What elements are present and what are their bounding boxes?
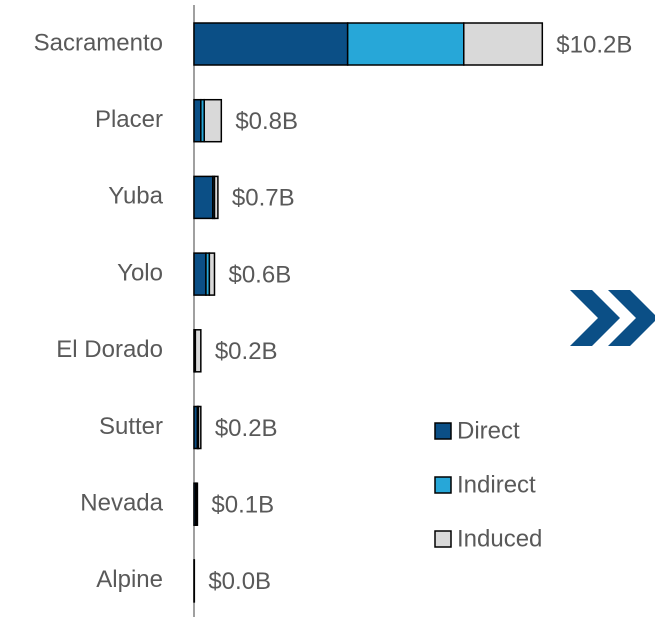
total-label: $10.2B <box>556 31 632 58</box>
category-label: Yuba <box>108 183 163 210</box>
category-label: Nevada <box>80 490 163 517</box>
total-label: $0.6B <box>228 261 291 288</box>
bar-segment <box>463 22 544 66</box>
bar-segment <box>193 22 349 66</box>
bar-segment <box>213 175 219 220</box>
legend-label: Direct <box>457 417 520 444</box>
bar-segment <box>193 175 214 220</box>
legend-swatch <box>434 422 452 440</box>
category-label: Placer <box>95 106 163 133</box>
chevron-icon <box>570 290 655 346</box>
total-label: $0.8B <box>235 108 298 135</box>
bar-segment <box>346 22 465 66</box>
total-label: $0.0B <box>208 568 271 595</box>
legend-label: Induced <box>457 525 542 552</box>
category-label: Sutter <box>99 413 163 440</box>
category-label: Yolo <box>117 259 163 286</box>
category-label: El Dorado <box>56 336 163 363</box>
bar-segment <box>197 405 202 450</box>
category-label: Sacramento <box>34 29 163 56</box>
total-label: $0.2B <box>215 338 278 365</box>
legend-label: Indirect <box>457 471 536 498</box>
total-label: $0.1B <box>211 492 274 519</box>
total-label: $0.7B <box>232 185 295 212</box>
bar-segment <box>193 252 207 296</box>
bar-segment <box>203 98 223 143</box>
bar-segment <box>208 252 216 296</box>
legend-swatch <box>434 476 452 494</box>
total-label: $0.2B <box>215 415 278 442</box>
bar-segment <box>193 98 202 143</box>
bar-segment <box>195 482 199 526</box>
legend-swatch <box>434 530 452 548</box>
category-label: Alpine <box>96 566 163 593</box>
bar-segment <box>194 329 202 373</box>
